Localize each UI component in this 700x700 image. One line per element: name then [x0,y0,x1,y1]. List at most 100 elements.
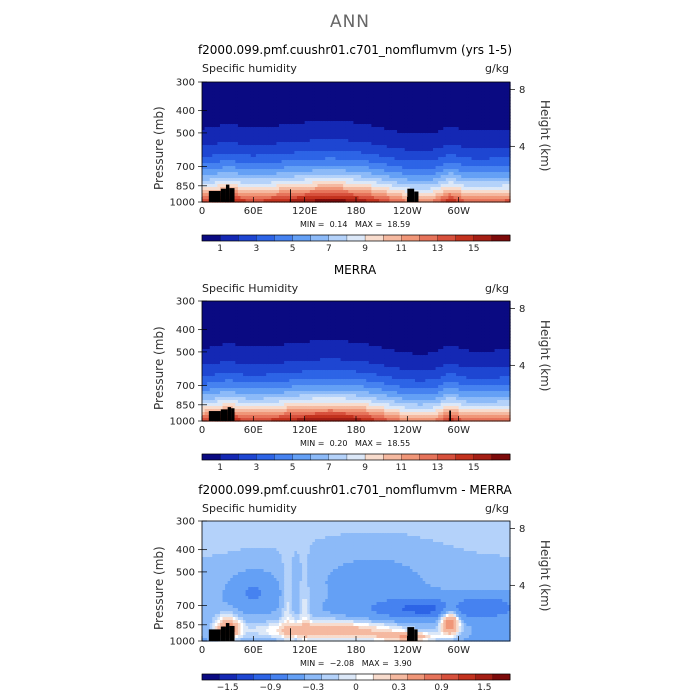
contour-cell [222,103,226,107]
contour-cell [281,130,285,134]
contour-cell [363,133,367,137]
contour-cell [368,157,372,161]
contour-cell [330,181,334,185]
contour-cell [212,124,216,128]
contour-cell [353,199,357,203]
contour-cell [373,172,378,176]
contour-cell [212,154,216,158]
contour-cell [356,175,360,179]
contour-cell [350,88,355,92]
contour-cell [312,103,316,107]
contour-cell [317,94,321,98]
contour-cell [237,157,242,161]
contour-cell [291,190,295,194]
contour-cell [212,181,216,185]
contour-cell [309,199,313,203]
contour-cell [227,130,231,134]
contour-cell [202,151,206,155]
contour-cell [356,82,360,86]
contour-cell [361,166,365,170]
contour-cell [338,112,342,116]
contour-cell [332,160,337,164]
contour-cell [219,130,224,134]
contour-cell [296,172,301,176]
contour-cell [204,139,208,143]
contour-cell [376,127,380,131]
contour-cell [309,112,313,116]
contour-cell [366,118,370,122]
contour-cell [273,139,278,143]
contour-cell [314,130,319,134]
contour-cell [361,97,365,101]
contour-cell [299,166,303,170]
contour-cell [379,118,383,122]
contour-cell [330,157,334,161]
contour-cell [212,151,216,155]
contour-cell [317,115,321,119]
contour-cell [271,139,275,143]
contour-cell [335,94,339,98]
contour-cell [363,157,367,161]
contour-cell [304,115,308,119]
colorbar-swatch [238,234,257,242]
contour-cell [327,124,331,128]
contour-cell [345,103,349,107]
contour-cell [304,166,308,170]
x-tick-label: 60W [447,206,470,217]
contour-cell [207,178,211,182]
contour-cell [332,184,337,188]
contour-cell [232,145,236,149]
contour-cell [261,160,265,164]
contour-cell [240,196,244,200]
contour-cell [350,178,355,182]
contour-cell [209,97,213,101]
contour-cell [345,154,349,158]
contour-cell [243,169,247,173]
contour-cell [263,106,267,110]
contour-cell [312,148,316,152]
contour-cell [261,181,265,185]
contour-cell [335,130,339,134]
contour-cell [345,82,349,86]
contour-cell [235,181,239,185]
contour-cell [237,97,242,101]
contour-cell [330,127,334,131]
contour-cell [373,115,378,119]
contour-cell [376,91,380,95]
contour-cell [217,106,221,110]
contour-cell [214,103,218,107]
contour-cell [230,109,234,113]
contour-cell [248,142,252,146]
contour-cell [284,115,288,119]
contour-cell [356,154,360,158]
contour-cell [338,133,342,137]
figure-title: ANN [329,12,371,32]
contour-cell [276,118,280,122]
y-tick-label: 1000 [170,198,195,209]
contour-cell [232,88,236,92]
contour-cell [250,118,254,122]
contour-cell [366,124,370,128]
contour-cell [325,91,329,95]
contour-cell [371,133,375,137]
contour-cell [261,94,265,98]
contour-cell [294,139,298,143]
contour-cell [219,184,224,188]
contour-cell [240,178,244,182]
contour-cell [212,172,216,176]
contour-cell [335,88,339,92]
contour-cell [263,190,267,194]
contour-cell [358,100,362,104]
contour-cell [271,151,275,155]
contour-cell [255,85,260,89]
contour-cell [379,124,383,128]
contour-cell [279,112,283,116]
contour-cell [366,166,370,170]
contour-cell [279,175,283,179]
contour-cell [322,130,326,134]
contour-cell [227,145,231,149]
contour-cell [358,94,362,98]
contour-cell [253,193,257,197]
topography-block [290,189,291,202]
contour-cell [240,142,244,146]
